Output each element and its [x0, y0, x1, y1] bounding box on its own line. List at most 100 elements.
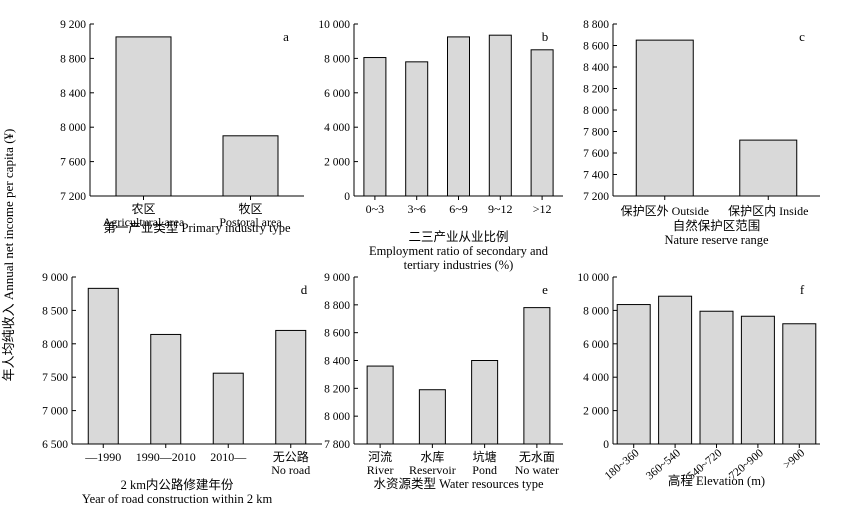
x-axis-title: 2 km内公路修建年份 — [121, 477, 234, 492]
bar — [447, 36, 470, 197]
category-label: 牧区 — [238, 202, 262, 216]
bar — [530, 49, 554, 197]
y-tick-label: 2 000 — [324, 157, 350, 169]
panel-a: 7 200 7 600 8 000 8 400 8 800 9 200 农区Agricult… — [60, 19, 304, 235]
y-tick-label: 8 600 — [583, 41, 609, 53]
y-tick-label: 8 800 — [583, 19, 609, 31]
panel-letter: a — [283, 29, 289, 44]
bar — [739, 139, 798, 197]
category-label: 水库 — [420, 449, 444, 464]
category-label: 9~12 — [488, 202, 513, 216]
y-tick-label: 8 800 — [324, 300, 350, 312]
x-axis-title: 第一产业类型 Primary industry type — [103, 221, 291, 235]
y-tick-label: 0 — [603, 439, 609, 451]
bar — [115, 36, 172, 197]
bar — [222, 135, 279, 197]
panel-d: 6 500 7 000 7 500 8 000 8 500 9 000 —1990 1990—… — [42, 272, 322, 506]
y-tick-label: 8 000 — [324, 53, 350, 65]
y-tick-label: 10 000 — [577, 272, 609, 284]
panel-letter: d — [301, 282, 308, 297]
bar — [616, 304, 651, 445]
bar — [212, 372, 244, 445]
bar — [471, 360, 499, 445]
x-axis-title: 自然保护区范围 — [673, 218, 761, 233]
y-tick-label: 8 000 — [583, 105, 609, 117]
category-label: River — [367, 463, 394, 477]
category-label: >900 — [781, 447, 807, 472]
category-label: Reservoir — [409, 463, 456, 477]
panel-letter: f — [800, 282, 805, 297]
y-tick-label: 4 000 — [583, 372, 609, 384]
bar — [740, 315, 775, 445]
category-label: 坑塘 — [473, 449, 497, 464]
category-label: 河流 — [368, 450, 392, 464]
y-tick-label: 7 600 — [583, 148, 609, 160]
y-tick-label: 9 000 — [42, 272, 68, 284]
y-tick-label: 8 400 — [583, 62, 609, 74]
bar — [699, 310, 734, 445]
bar — [150, 333, 182, 445]
category-label: 3~6 — [407, 202, 426, 216]
y-tick-label: 8 600 — [324, 328, 350, 340]
y-tick-label: 6 000 — [324, 88, 350, 100]
category-label: 1990—2010 — [136, 450, 196, 464]
bar — [87, 287, 119, 445]
x-axis-title: Employment ratio of secondary and — [369, 244, 549, 258]
shared-y-axis-label: 年人均纯收入 Annual net income per capita (¥) — [1, 129, 16, 382]
panel-letter: b — [542, 29, 549, 44]
x-axis-title: Nature reserve range — [664, 233, 769, 247]
category-label: 保护区内 Inside — [728, 204, 808, 218]
panel-letter: e — [542, 282, 548, 297]
panel-e: 7 800 8 000 8 200 8 400 8 600 8 800 9 000 河流Riv… — [324, 272, 563, 491]
bar — [488, 34, 512, 197]
panel-letter: c — [799, 29, 805, 44]
x-axis-title: 水资源类型 Water resources type — [373, 477, 544, 491]
category-label: 6~9 — [449, 202, 468, 216]
bar — [635, 39, 694, 197]
category-label: >12 — [533, 202, 552, 216]
category-label: 无水面 — [519, 450, 555, 464]
y-tick-label: 2 000 — [583, 406, 609, 418]
category-label: No water — [515, 463, 559, 477]
y-tick-label: 8 400 — [324, 356, 350, 368]
y-tick-label: 0 — [344, 191, 350, 203]
category-label: 2010— — [210, 450, 247, 464]
bar — [363, 57, 387, 197]
category-label: Pond — [472, 463, 497, 477]
y-tick-label: 7 200 — [60, 191, 86, 203]
category-label: Postoral area — [219, 215, 282, 229]
panel-c: 7 200 7 400 7 600 7 800 8 000 8 200 8 400 8 600… — [583, 19, 820, 247]
bar — [658, 295, 693, 445]
x-axis-title: 二三产业从业比例 — [408, 230, 508, 244]
y-tick-label: 7 500 — [42, 372, 68, 384]
bar — [418, 389, 446, 445]
panels: 7 200 7 600 8 000 8 400 8 800 9 200 农区Agricult… — [42, 19, 820, 506]
category-label: —1990 — [84, 450, 121, 464]
category-label: 无公路 — [273, 449, 309, 464]
y-tick-label: 7 600 — [60, 157, 86, 169]
bar — [366, 365, 394, 445]
y-tick-label: 7 800 — [324, 439, 350, 451]
y-tick-label: 8 800 — [60, 53, 86, 65]
bar — [275, 329, 307, 445]
y-tick-label: 9 000 — [324, 272, 350, 284]
panel-b: 0 2 000 4 000 6 000 8 000 10 000 0~3 3~6 6~9 9~12… — [318, 19, 563, 272]
y-tick-label: 7 000 — [42, 406, 68, 418]
category-label: 180~360 — [603, 447, 642, 483]
category-label: 0~3 — [366, 202, 385, 216]
y-tick-label: 6 500 — [42, 439, 68, 451]
y-tick-label: 8 000 — [60, 122, 86, 134]
x-axis-title: tertiary industries (%) — [404, 258, 514, 272]
y-tick-label: 9 200 — [60, 19, 86, 31]
y-tick-label: 8 400 — [60, 88, 86, 100]
bar — [523, 307, 551, 445]
category-label: 农区 — [131, 202, 155, 216]
y-tick-label: 8 000 — [583, 305, 609, 317]
bar — [405, 61, 429, 197]
bar — [782, 323, 817, 445]
y-tick-label: 4 000 — [324, 122, 350, 134]
y-tick-label: 8 200 — [583, 84, 609, 96]
y-tick-label: 10 000 — [318, 19, 350, 31]
category-label: 保护区外 Outside — [621, 204, 709, 218]
